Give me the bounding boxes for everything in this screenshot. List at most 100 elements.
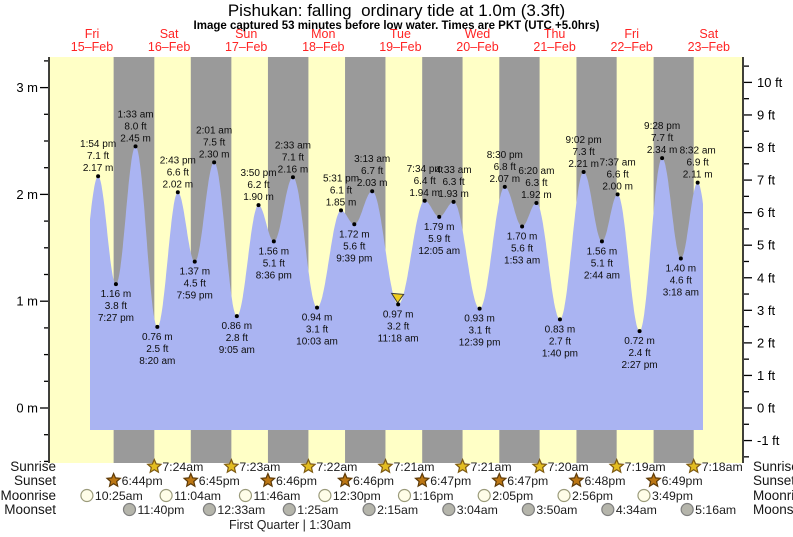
tide-extreme-dot <box>581 169 586 174</box>
tide-extreme-dot <box>155 324 160 329</box>
moonrise-time: 10:25am <box>95 489 143 503</box>
right-axis-tick-label: 7 ft <box>757 173 775 188</box>
sunset-icon <box>182 471 199 488</box>
low-tide-annotation: 9:39 pm <box>336 253 372 264</box>
tide-extreme-dot <box>695 180 700 185</box>
low-tide-annotation: 12:05 am <box>418 246 460 257</box>
day-label: Sat <box>160 27 179 41</box>
sunrise-icon <box>608 457 625 474</box>
high-tide-annotation: 7:37 am <box>600 157 636 168</box>
moonrise-icon <box>557 488 571 503</box>
sunset-time: 6:49pm <box>662 474 703 488</box>
tide-extreme-dot <box>422 198 427 203</box>
tide-extreme-dot <box>502 184 507 189</box>
tide-extreme-dot <box>599 239 604 244</box>
high-tide-annotation: 2:01 am <box>196 125 232 136</box>
tide-extreme-dot <box>520 224 525 229</box>
tide-extreme-dot <box>477 306 482 311</box>
moonrise-row-label-left: Moonrise <box>0 488 56 503</box>
low-tide-annotation: 5.9 ft <box>428 234 450 245</box>
day-label: Tue <box>390 27 411 41</box>
low-tide-annotation: 2.4 ft <box>628 348 650 359</box>
left-axis-tick-label: 3 m <box>16 80 38 95</box>
moonrise-icon <box>397 488 412 503</box>
low-tide-annotation: 3.1 ft <box>306 325 328 336</box>
low-tide-annotation: 5.6 ft <box>343 241 365 252</box>
high-tide-annotation: 7.3 ft <box>572 147 594 158</box>
sunrise-icon <box>454 457 471 474</box>
moon-phase-label: First Quarter | 1:30am <box>228 518 352 532</box>
sunrise-icon <box>223 457 240 474</box>
moonrise-time: 11:46am <box>253 489 300 503</box>
high-tide-annotation: 3:13 am <box>354 154 390 165</box>
low-tide-annotation: 2.7 ft <box>549 336 571 347</box>
high-tide-annotation: 2.30 m <box>199 149 230 160</box>
tide-extreme-dot <box>660 156 665 161</box>
sunset-time: 6:47pm <box>430 474 471 488</box>
day-label: Wed <box>465 27 491 41</box>
low-tide-annotation: 5.1 ft <box>263 258 285 269</box>
sunrise-time: 7:21am <box>471 460 512 474</box>
sunrise-time: 7:19am <box>625 460 666 474</box>
low-tide-annotation: 9:05 am <box>219 345 255 356</box>
sunrise-icon <box>685 457 702 474</box>
high-tide-annotation: 2.45 m <box>120 133 151 144</box>
sunrise-icon <box>531 457 548 474</box>
low-tide-annotation: 1.16 m <box>101 289 132 300</box>
high-tide-annotation: 7.1 ft <box>282 152 304 163</box>
high-tide-annotation: 7:34 pm <box>407 164 443 175</box>
low-tide-annotation: 2.5 ft <box>146 344 168 355</box>
low-tide-annotation: 5.1 ft <box>591 258 613 269</box>
low-tide-annotation: 1.72 m <box>339 229 370 240</box>
low-tide-annotation: 0.72 m <box>624 336 655 347</box>
low-tide-annotation: 3.2 ft <box>387 321 409 332</box>
tide-extreme-dot <box>234 314 239 319</box>
low-tide-annotation: 7:27 pm <box>98 313 134 324</box>
moonset-row-label-left: Moonset <box>4 502 56 517</box>
day-date-label: 20–Feb <box>456 40 498 54</box>
low-tide-annotation: 1:40 pm <box>542 348 578 359</box>
day-label: Fri <box>85 27 100 41</box>
moonrise-icon <box>159 488 173 503</box>
right-axis-tick-label: 5 ft <box>757 238 775 253</box>
right-axis-tick-label: 10 ft <box>757 75 783 90</box>
day-label: Sun <box>235 27 257 41</box>
low-tide-annotation: 3:18 am <box>663 287 699 298</box>
moonset-icon <box>680 502 694 517</box>
high-tide-annotation: 7.1 ft <box>87 151 109 162</box>
moonrise-icon <box>477 488 491 503</box>
low-tide-annotation: 1.37 m <box>179 267 210 278</box>
moonset-time: 3:50am <box>536 503 577 517</box>
high-tide-annotation: 3:50 pm <box>240 168 276 179</box>
sunrise-time: 7:24am <box>162 460 203 474</box>
day-label: Fri <box>624 27 639 41</box>
right-axis-tick-label: 4 ft <box>757 270 775 285</box>
low-tide-annotation: 3.8 ft <box>105 301 127 312</box>
sunset-row-label-left: Sunset <box>13 473 56 488</box>
day-date-label: 22–Feb <box>610 40 652 54</box>
moonset-time: 11:40pm <box>137 503 184 517</box>
high-tide-annotation: 2.02 m <box>163 179 194 190</box>
low-tide-annotation: 1.79 m <box>424 222 455 233</box>
sunset-time: 6:46pm <box>276 474 317 488</box>
left-axis-tick-label: 1 m <box>16 294 38 309</box>
high-tide-annotation: 6.9 ft <box>687 158 709 169</box>
tide-extreme-dot <box>339 208 344 213</box>
moonrise-time: 11:04am <box>174 489 221 503</box>
day-date-label: 21–Feb <box>533 40 575 54</box>
moonset-icon <box>521 502 535 517</box>
high-tide-annotation: 2.16 m <box>278 164 309 175</box>
low-tide-annotation: 2:44 am <box>584 270 620 281</box>
sunset-icon <box>105 471 122 488</box>
moonrise-time: 3:49pm <box>652 489 693 503</box>
moonset-time: 3:04am <box>457 503 498 517</box>
moonrise-time: 2:56pm <box>572 489 613 503</box>
sunset-time: 6:46pm <box>353 474 394 488</box>
high-tide-annotation: 6.3 ft <box>442 177 464 188</box>
sunset-icon <box>336 471 354 488</box>
sunrise-row-label-left: Sunrise <box>10 459 56 474</box>
low-tide-annotation: 0.76 m <box>142 332 173 343</box>
high-tide-annotation: 2.07 m <box>490 174 521 185</box>
tide-extreme-dot <box>212 160 217 165</box>
